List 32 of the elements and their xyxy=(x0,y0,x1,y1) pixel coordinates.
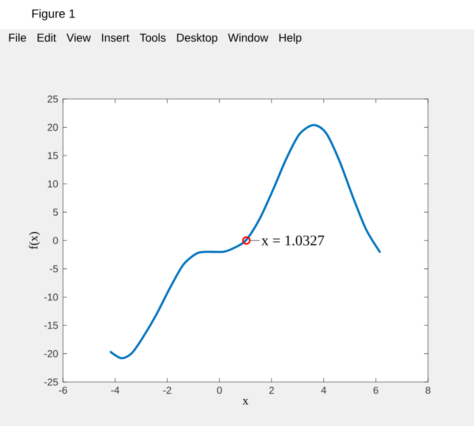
annotation: x = 1.0327 xyxy=(261,236,324,246)
x-tick-label: -6 xyxy=(58,386,68,394)
y-tick-label: -20 xyxy=(44,350,58,358)
x-tick-label: 0 xyxy=(217,386,222,394)
x-tick-label: 4 xyxy=(321,386,326,394)
text: Insert xyxy=(102,34,130,42)
y-tick-label: -10 xyxy=(44,294,58,301)
x-axis-title: x xyxy=(242,398,248,404)
text: Window xyxy=(228,33,268,42)
text: Edit xyxy=(38,33,56,42)
text: Desktop xyxy=(177,33,218,44)
text: Tools xyxy=(140,33,166,42)
x-tick-label: -2 xyxy=(163,386,172,394)
y-tick-label: -15 xyxy=(44,322,58,329)
y-tick-label: 0 xyxy=(53,236,58,244)
x-tick-label: 2 xyxy=(269,386,274,394)
y-tick-label: -5 xyxy=(50,265,58,272)
y-tick-label: 25 xyxy=(48,95,58,103)
y-tick-label: 10 xyxy=(48,180,58,188)
y-tick-label: 5 xyxy=(53,208,58,216)
y-tick-label: 15 xyxy=(48,152,58,160)
x-tick-label: 6 xyxy=(374,386,378,394)
text: Help xyxy=(279,33,302,44)
line-series xyxy=(110,124,381,360)
caption: Figure 1 xyxy=(32,9,75,20)
y-axis-title: f(x) xyxy=(29,232,40,250)
y-tick-label: 20 xyxy=(48,124,58,131)
x-tick-label: 8 xyxy=(426,386,430,394)
text: View xyxy=(66,33,91,42)
text: File xyxy=(9,33,26,42)
y-tick-label: -25 xyxy=(44,378,58,386)
x-tick-label: -4 xyxy=(111,386,120,394)
